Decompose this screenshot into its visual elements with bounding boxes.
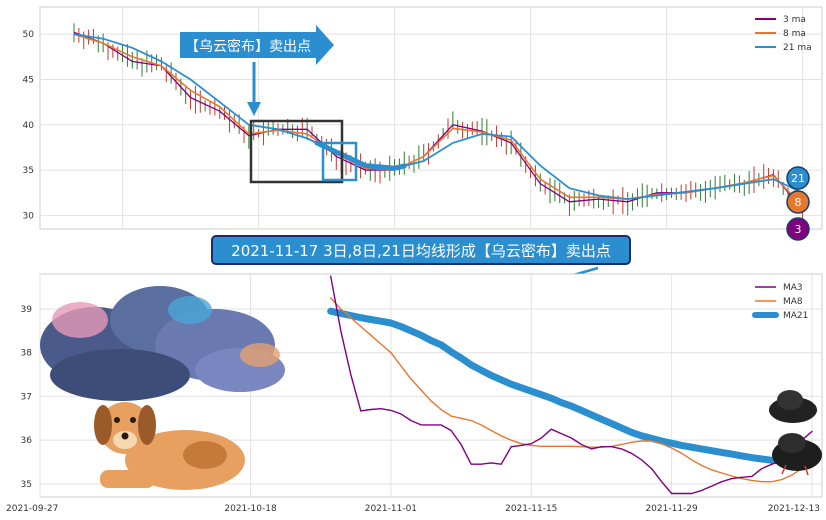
bottom-y-tick-label: 37 — [21, 392, 32, 402]
top-callout: 【乌云密布】卖出点 — [180, 25, 334, 116]
banner-text: 2021-11-17 3日,8日,21日均线形成【乌云密布】卖出点 — [231, 242, 611, 260]
top-y-tick-label: 30 — [23, 211, 35, 221]
top-y-tick-label: 40 — [23, 121, 35, 131]
bottom-series-ma3 — [330, 275, 813, 495]
top-y-ticks: 30 35 40 45 50 — [23, 30, 35, 221]
down-arrow-icon — [247, 102, 261, 116]
lightning-icon — [781, 464, 809, 476]
bottom-y-tick-label: 36 — [21, 436, 33, 446]
end-badges: 21 8 3 — [786, 166, 810, 241]
dog-spot — [183, 441, 227, 469]
top-y-tick-label: 45 — [23, 75, 34, 85]
top-y-tick-label: 35 — [23, 166, 34, 176]
bottom-x-tick-label: 2021-12-13 — [768, 504, 820, 514]
bottom-y-tick-label: 38 — [21, 349, 33, 359]
bottom-x-ticks: 2021-09-27 2021-10-18 2021-11-01 2021-11-15… — [6, 504, 820, 514]
dog-nose — [121, 432, 129, 440]
top-ma-lines — [73, 31, 804, 211]
highlight-box-large — [249, 119, 344, 184]
badge-3 — [786, 217, 810, 241]
dog-eye-left — [114, 417, 120, 423]
badge-8 — [786, 190, 810, 214]
bottom-x-tick-label: 2021-09-27 — [6, 504, 58, 514]
top-y-tick-label: 50 — [23, 30, 35, 40]
badge-3-label: 3 — [795, 223, 802, 236]
legend-label-ma3: MA3 — [783, 283, 803, 293]
bottom-y-ticks: 35 36 37 38 39 — [21, 305, 33, 490]
cloud-highlight — [240, 343, 280, 367]
dark-cloud-puff — [777, 390, 803, 410]
bottom-x-tick-label: 2021-11-29 — [645, 504, 698, 514]
dog-eye-right — [130, 417, 136, 423]
top-plot-frame — [39, 6, 823, 230]
dark-cloud-puff — [778, 433, 806, 453]
dog-paws — [100, 470, 155, 488]
bottom-ma-lines — [327, 275, 816, 495]
callout-arrow-shape — [180, 25, 334, 65]
cloud-highlight — [168, 296, 212, 324]
small-dark-cloud-upper — [769, 390, 817, 423]
top-series-ma21 — [73, 33, 803, 201]
highlight-box-small — [321, 141, 358, 182]
dog-head — [99, 402, 151, 454]
top-legend: 3 ma 8 ma 21 ma — [755, 15, 812, 53]
badge-21-label: 21 — [791, 172, 805, 185]
top-chart-panel: 30 35 40 45 50 【乌云密布】卖出点 3 ma 8 ma 21 ma 21 — [23, 6, 823, 241]
banner-box — [211, 235, 631, 265]
legend-label-8ma: 8 ma — [783, 29, 806, 39]
bottom-x-tick-label: 2021-10-18 — [224, 504, 277, 514]
legend-label-ma21: MA21 — [783, 311, 808, 321]
legend-label-3ma: 3 ma — [783, 15, 806, 25]
middle-banner: 2021-11-17 3日,8日,21日均线形成【乌云密布】卖出点 — [211, 235, 631, 284]
dog-illustration — [94, 402, 245, 490]
top-annotation-text: 【乌云密布】卖出点 — [185, 38, 311, 55]
bottom-x-tick-label: 2021-11-15 — [505, 504, 557, 514]
bottom-x-tick-label: 2021-11-01 — [365, 504, 417, 514]
bottom-y-tick-label: 39 — [21, 305, 33, 315]
legend-label-ma8: MA8 — [783, 297, 803, 307]
cloud-highlight — [52, 302, 108, 338]
top-ma21-highlight — [314, 140, 407, 171]
legend-label-21ma: 21 ma — [783, 43, 812, 53]
dog-ear-left — [94, 405, 112, 445]
dog-muzzle — [113, 431, 137, 449]
bottom-legend: MA3 MA8 MA21 — [752, 283, 808, 321]
bottom-series-ma21 — [327, 307, 816, 465]
cloud-puff — [50, 349, 190, 401]
dog-ear-right — [138, 405, 156, 445]
badge-8-label: 8 — [795, 196, 802, 209]
bottom-series-ma8 — [330, 297, 813, 483]
bottom-y-tick-label: 35 — [21, 480, 32, 490]
small-dark-cloud-lower — [772, 433, 822, 476]
badge-21 — [786, 166, 810, 190]
storm-cloud-illustration — [40, 286, 285, 401]
